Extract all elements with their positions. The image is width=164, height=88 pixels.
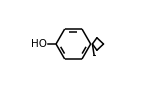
- Text: HO: HO: [31, 39, 47, 49]
